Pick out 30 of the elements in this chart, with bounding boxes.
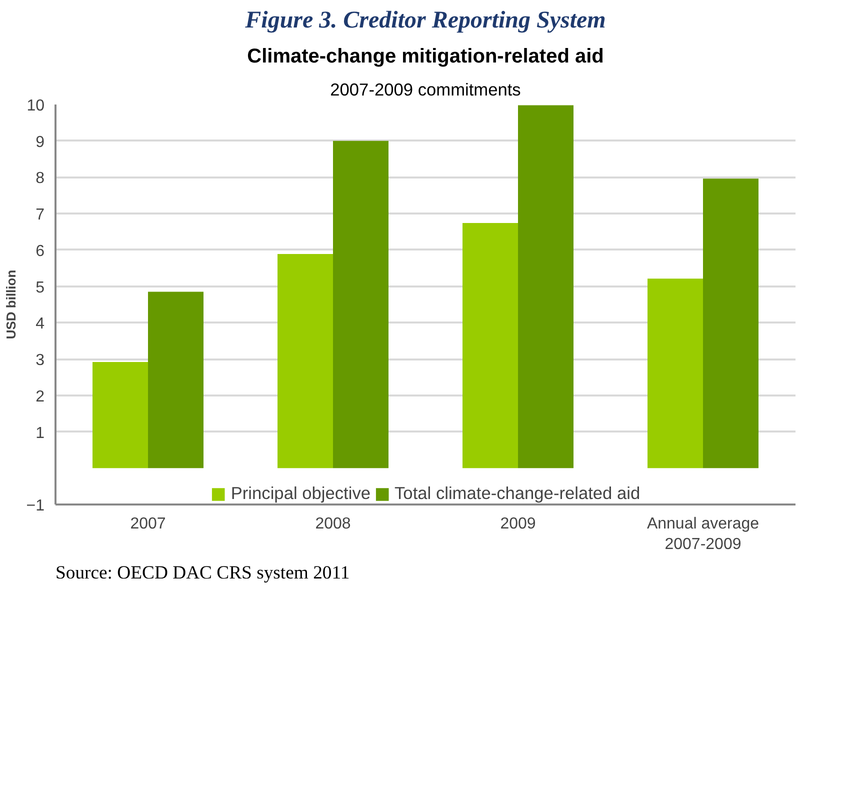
caption: Figure 3. Creditor Reporting System <box>244 8 606 34</box>
y-tick-label: 6 <box>36 242 45 260</box>
bar <box>703 178 758 468</box>
y-tick-label: −1 <box>26 498 45 514</box>
y-tick-label: 7 <box>36 206 45 224</box>
x-tick-label: Annual average 2007-2009 <box>646 516 760 553</box>
y-tick-label: 1 <box>36 424 45 442</box>
bar <box>333 140 388 468</box>
bar <box>278 254 333 468</box>
bar <box>148 292 204 468</box>
y-axis-title: USD billion <box>3 270 18 340</box>
y-tick-label: 10 <box>26 98 45 114</box>
legend-label: Principal objective <box>230 483 371 504</box>
bar <box>518 105 574 468</box>
bar <box>92 362 148 468</box>
bar <box>648 278 703 468</box>
y-tick-label: 2 <box>36 388 45 406</box>
x-tick-label: 2008 <box>315 516 351 532</box>
bar <box>462 223 518 468</box>
y-tick-label: 4 <box>36 316 45 333</box>
chart-title: Climate-change mitigation-related aid <box>247 46 604 68</box>
y-tick-label: 9 <box>36 134 45 151</box>
x-tick-label: 2009 <box>500 516 536 532</box>
x-tick-label: 2007 <box>130 516 166 532</box>
legend-label: Total climate-change-related aid <box>394 483 640 504</box>
y-tick-label: 5 <box>36 279 45 296</box>
y-tick-label: 3 <box>36 352 45 370</box>
source-note: Source: OECD DAC CRS system 2011 <box>56 562 350 584</box>
chart-subtitle: 2007-2009 commitments <box>330 80 522 100</box>
y-tick-label: 8 <box>36 170 45 188</box>
